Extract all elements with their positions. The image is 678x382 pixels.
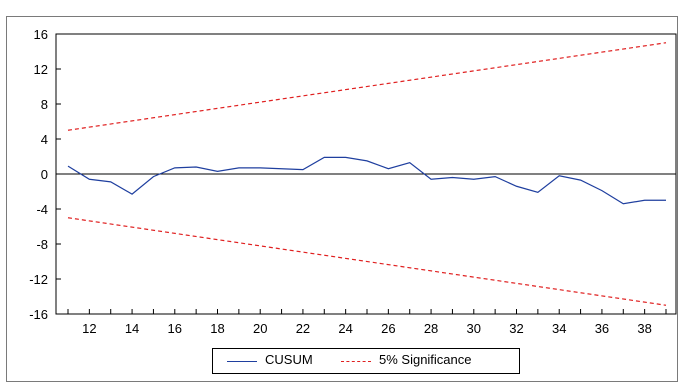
legend-label-significance: 5% Significance bbox=[379, 352, 472, 367]
y-tick-label: 0 bbox=[41, 167, 48, 182]
y-tick-label: -8 bbox=[36, 237, 48, 252]
lower-significance-line bbox=[67, 217, 667, 306]
chart-frame bbox=[6, 16, 678, 382]
chart-legend: CUSUM 5% Significance bbox=[212, 348, 520, 374]
y-tick-label: -12 bbox=[29, 272, 48, 287]
x-tick-label: 36 bbox=[595, 321, 609, 336]
x-tick-label: 16 bbox=[168, 321, 182, 336]
legend-swatch-cusum bbox=[227, 361, 257, 362]
x-tick-label: 30 bbox=[467, 321, 481, 336]
y-tick-label: -16 bbox=[29, 307, 48, 322]
upper-significance-line bbox=[67, 42, 667, 131]
y-tick-label: -4 bbox=[36, 202, 48, 217]
x-tick-label: 18 bbox=[210, 321, 224, 336]
y-tick-label: 4 bbox=[41, 132, 48, 147]
x-tick-label: 38 bbox=[637, 321, 651, 336]
x-tick-label: 12 bbox=[82, 321, 96, 336]
x-tick-label: 20 bbox=[253, 321, 267, 336]
legend-label-cusum: CUSUM bbox=[265, 352, 313, 367]
legend-swatch-significance bbox=[341, 361, 371, 362]
y-tick-label: 16 bbox=[34, 27, 48, 42]
x-tick-label: 22 bbox=[296, 321, 310, 336]
y-tick-label: 12 bbox=[34, 62, 48, 77]
x-tick-label: 14 bbox=[125, 321, 139, 336]
x-tick-label: 28 bbox=[424, 321, 438, 336]
x-tick-label: 24 bbox=[338, 321, 352, 336]
x-tick-label: 32 bbox=[509, 321, 523, 336]
x-tick-label: 26 bbox=[381, 321, 395, 336]
x-tick-label: 34 bbox=[552, 321, 566, 336]
y-tick-label: 8 bbox=[41, 97, 48, 112]
cusum-line bbox=[67, 156, 666, 205]
